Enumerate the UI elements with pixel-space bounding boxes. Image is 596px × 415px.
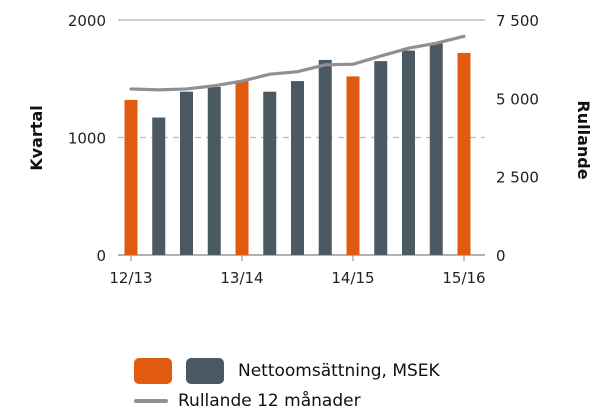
bar-0 [124, 99, 138, 256]
bar-1 [152, 117, 166, 256]
bar-12 [457, 52, 471, 256]
bar-8 [346, 76, 360, 256]
y-axis-left-title: Kvartal [27, 105, 46, 170]
y-right-tick-label: 5 000 [496, 90, 539, 108]
legend: Nettoomsättning, MSEK Rullande 12 månade… [134, 358, 440, 414]
bar-2 [180, 91, 193, 255]
x-tick-label: 12/13 [109, 269, 152, 287]
bar-3 [207, 86, 221, 255]
y-right-tick-label: 2 500 [496, 169, 539, 187]
legend-swatch-highlight [134, 358, 172, 384]
y-right-tick-label: 7 500 [496, 12, 539, 30]
bar-9 [374, 61, 388, 255]
y-left-tick-label: 1000 [68, 130, 106, 148]
bar-4 [235, 81, 249, 255]
rolling-line [129, 34, 466, 92]
y-right-tick-label: 0 [496, 247, 506, 265]
bar-5 [263, 91, 277, 255]
y-left-tick-label: 0 [96, 247, 106, 265]
bar-7 [318, 59, 332, 256]
legend-item-line: Rullande 12 månader [134, 388, 440, 414]
y-left-tick-label: 2000 [68, 12, 106, 30]
legend-label-line: Rullande 12 månader [178, 391, 361, 411]
bar-6 [291, 81, 304, 255]
chart: 12/13 13/14 14/15 15/16 0 1000 2000 0 2 500 5 000… [27, 12, 593, 287]
bar-11 [429, 43, 443, 255]
x-tick-label: 15/16 [442, 269, 485, 287]
y-axis-right-title: Rullande [574, 100, 593, 179]
legend-swatch-line [134, 399, 168, 403]
legend-swatch-bar [186, 358, 224, 384]
x-tick-label: 13/14 [220, 269, 263, 287]
bars [124, 43, 471, 256]
legend-item-bars: Nettoomsättning, MSEK [134, 358, 440, 384]
tick-labels: 12/13 13/14 14/15 15/16 0 1000 2000 0 2 500 5 000… [68, 12, 539, 287]
bar-10 [402, 50, 415, 255]
rolling-line-layer [129, 34, 466, 92]
x-tick-label: 14/15 [331, 269, 374, 287]
legend-label-bars: Nettoomsättning, MSEK [238, 361, 440, 381]
